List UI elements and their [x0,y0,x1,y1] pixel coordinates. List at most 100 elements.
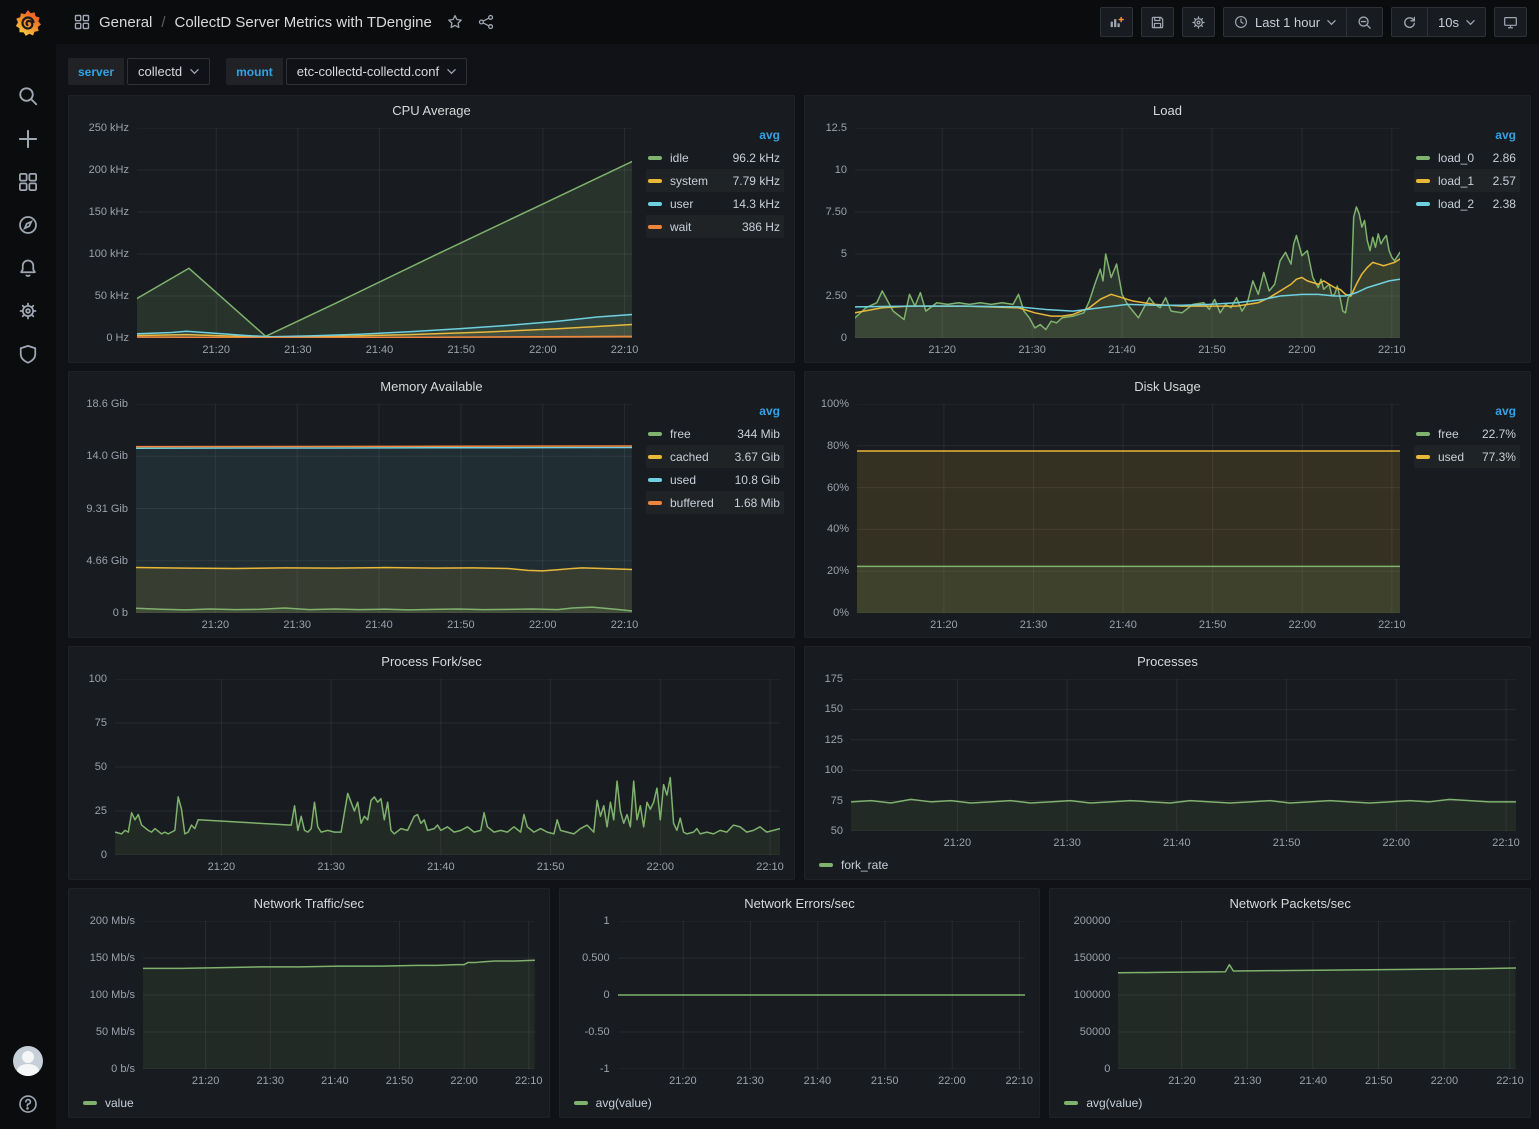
panel-body: 025507510021:2021:3021:4021:5022:0022:10 [69,675,794,879]
dashboard-title[interactable]: CollectD Server Metrics with TDengine [175,14,432,31]
series-color-swatch [648,478,662,482]
y-axis: 0%20%40%60%80%100% [813,404,849,613]
dashboard-settings-button[interactable] [1182,7,1215,37]
legend-avg-header[interactable]: avg [1414,126,1520,146]
add-icon[interactable] [17,128,39,150]
y-tick-label: -1 [600,1063,610,1075]
y-tick-label: 75 [831,795,843,807]
y-tick-label: 80% [827,440,849,452]
legend-series-avg-value: 2.38 [1493,197,1516,211]
x-tick-label: 21:20 [202,344,230,356]
help-icon[interactable] [17,1093,39,1115]
legend-avg-header[interactable]: avg [646,126,784,146]
y-axis: 5075100125150175 [813,679,843,831]
plot-region[interactable] [618,921,1026,1069]
y-tick-label: 14.0 Gib [86,450,128,462]
sidebar-top-icons [17,85,39,365]
server-admin-shield-icon[interactable] [17,343,39,365]
panel-title-network-traffic-sec[interactable]: Network Traffic/sec [69,889,549,917]
legend-item-avg(value)[interactable]: avg(value) [574,1096,652,1110]
y-tick-label: 12.5 [826,122,847,134]
dashboards-icon[interactable] [17,171,39,193]
panel-title-network-packets-sec[interactable]: Network Packets/sec [1050,889,1530,917]
search-icon[interactable] [17,85,39,107]
panel-title-process-fork-sec[interactable]: Process Fork/sec [69,647,794,675]
refresh-interval-label: 10s [1438,15,1459,30]
x-axis: 21:2021:3021:4021:5022:0022:10 [115,857,780,877]
legend-item-idle[interactable]: idle96.2 kHz [646,146,784,169]
legend-series-name: free [1438,427,1459,441]
legend-series-avg-value: 77.3% [1482,450,1516,464]
panel-title-cpu-average[interactable]: CPU Average [69,96,794,124]
plot-region[interactable] [857,404,1400,613]
legend-item-load_1[interactable]: load_12.57 [1414,169,1520,192]
refresh-interval-picker[interactable]: 10s [1428,8,1485,36]
legend-series-avg-value: 1.68 Mib [734,496,780,510]
legend-item-system[interactable]: system7.79 kHz [646,169,784,192]
legend-series-avg-value: 2.86 [1493,151,1516,165]
series-color-swatch [1416,432,1430,436]
time-range-label: Last 1 hour [1255,15,1320,30]
panel-title-memory-available[interactable]: Memory Available [69,372,794,400]
x-axis: 21:2021:3021:4021:5022:0022:10 [1118,1071,1516,1091]
panel-process-fork-sec: Process Fork/sec025507510021:2021:3021:4… [68,646,795,880]
kiosk-mode-button[interactable] [1494,7,1527,37]
user-avatar[interactable] [13,1046,43,1076]
plot-region[interactable] [137,128,632,338]
refresh-button[interactable] [1392,8,1427,36]
variable-server-label[interactable]: server [68,58,124,85]
save-dashboard-button[interactable] [1141,7,1174,37]
plot-region[interactable] [1118,921,1516,1069]
grafana-logo-icon[interactable] [8,3,48,43]
top-navbar: General / CollectD Server Metrics with T… [56,0,1539,44]
variable-mount-label[interactable]: mount [226,58,283,85]
configuration-gear-icon[interactable] [17,300,39,322]
legend-avg-header[interactable]: avg [646,402,784,422]
plot-region[interactable] [136,404,632,613]
legend: avgfree344 Mibcached3.67 Gibused10.8 Gib… [646,400,784,635]
chart-svg [851,679,1516,831]
variable-mount-value[interactable]: etc-collectd-collectd.conf [286,58,467,85]
legend-item-value[interactable]: value [83,1096,134,1110]
legend-item-load_2[interactable]: load_22.38 [1414,192,1520,215]
time-range-picker[interactable]: Last 1 hour [1224,8,1346,36]
variable-server-value[interactable]: collectd [127,58,210,85]
panel-network-errors-sec: Network Errors/sec-1-0.5000.500121:2021:… [559,888,1041,1118]
legend-item-free[interactable]: free344 Mib [646,422,784,445]
add-panel-button[interactable] [1100,7,1133,37]
legend-item-buffered[interactable]: buffered1.68 Mib [646,491,784,514]
panel-title-load[interactable]: Load [805,96,1530,124]
x-tick-label: 21:40 [804,1075,832,1087]
panel-title-disk-usage[interactable]: Disk Usage [805,372,1530,400]
breadcrumb-folder[interactable]: General [99,14,152,31]
x-tick-label: 21:40 [365,619,393,631]
plot-region[interactable] [851,679,1516,831]
legend-item-user[interactable]: user14.3 kHz [646,192,784,215]
x-tick-label: 22:10 [1496,1075,1524,1087]
legend: value [69,1093,549,1117]
legend-item-used[interactable]: used10.8 Gib [646,468,784,491]
legend-item-load_0[interactable]: load_02.86 [1414,146,1520,169]
plot-region[interactable] [855,128,1400,338]
legend-item-free[interactable]: free22.7% [1414,422,1520,445]
legend-item-used[interactable]: used77.3% [1414,445,1520,468]
panel-title-network-errors-sec[interactable]: Network Errors/sec [560,889,1040,917]
legend-item-fork_rate[interactable]: fork_rate [819,858,888,872]
y-axis: 050000100000150000200000 [1058,921,1110,1069]
star-icon[interactable] [447,14,463,30]
plot-region[interactable] [143,921,535,1069]
chevron-down-icon [447,67,456,76]
explore-compass-icon[interactable] [17,214,39,236]
panel-title-processes[interactable]: Processes [805,647,1530,675]
zoom-out-time-button[interactable] [1347,8,1382,36]
legend-item-avg(value)[interactable]: avg(value) [1064,1096,1142,1110]
alerting-bell-icon[interactable] [17,257,39,279]
x-tick-label: 22:00 [938,1075,966,1087]
legend-item-wait[interactable]: wait386 Hz [646,215,784,238]
legend-item-cached[interactable]: cached3.67 Gib [646,445,784,468]
legend-avg-header[interactable]: avg [1414,402,1520,422]
share-icon[interactable] [478,14,494,30]
plot-region[interactable] [115,679,780,855]
chart-svg [115,679,780,855]
panel-body: 0 Hz50 kHz100 kHz150 kHz200 kHz250 kHz21… [69,124,794,362]
